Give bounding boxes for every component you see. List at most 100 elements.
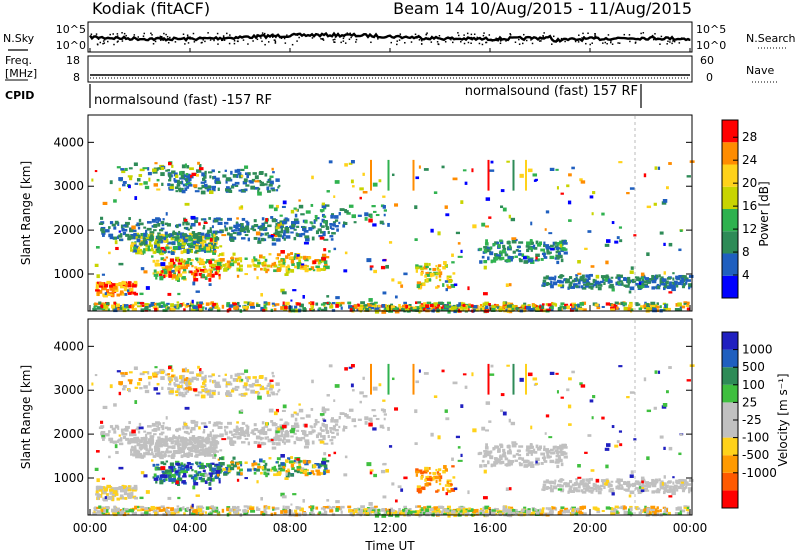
power-cell	[369, 267, 373, 271]
noise-search-dot	[585, 42, 587, 45]
power-cell	[177, 265, 181, 268]
velocity-cell	[177, 507, 180, 512]
velocity-cell	[203, 378, 207, 383]
power-cell	[176, 234, 179, 239]
power-cell	[290, 308, 296, 313]
noise-search-dot	[666, 43, 668, 45]
power-cell	[272, 171, 275, 174]
velocity-cell	[545, 507, 548, 510]
power-cell	[125, 284, 130, 288]
power-cell	[142, 250, 146, 254]
power-cell	[271, 237, 276, 242]
noise-search-dot	[514, 41, 517, 43]
velocity-cell	[223, 471, 228, 474]
power-cell	[245, 307, 249, 311]
velocity-cell	[93, 509, 98, 512]
power-cell	[326, 295, 330, 298]
velocity-cell	[527, 462, 530, 466]
power-cell	[161, 250, 165, 253]
noise-search-dot	[320, 37, 322, 40]
power-cell	[267, 224, 272, 228]
power-cell	[575, 308, 579, 312]
power-cell	[590, 286, 594, 290]
power-cell	[571, 304, 575, 308]
power-cell	[194, 237, 197, 241]
velocity-cell	[590, 490, 594, 494]
velocity-cell	[435, 479, 438, 484]
velocity-cell	[95, 485, 98, 490]
power-cell	[151, 247, 154, 250]
power-cell	[605, 260, 609, 265]
power-cell	[552, 302, 556, 306]
noise-search-dot	[237, 40, 239, 43]
velocity-cell	[157, 467, 162, 471]
power-cell	[435, 272, 441, 275]
power-cell	[140, 267, 145, 271]
noise-search-dot	[274, 42, 277, 44]
velocity-cell	[251, 462, 255, 467]
power-cell	[216, 308, 221, 312]
velocity-cell	[109, 491, 114, 495]
power-cell	[280, 306, 285, 310]
power-cell	[182, 221, 185, 226]
power-cell	[575, 276, 578, 280]
velocity-cell	[192, 478, 197, 483]
power-cell	[118, 230, 121, 233]
velocity-cell	[106, 493, 109, 496]
power-cell	[208, 260, 213, 265]
power-cell	[460, 249, 463, 254]
power-cell	[262, 256, 266, 259]
power-cell	[587, 276, 591, 281]
power-cell	[238, 189, 242, 192]
velocity-cell	[177, 469, 181, 472]
velocity-cell	[550, 484, 553, 489]
power-cell	[111, 293, 115, 298]
velocity-cell	[165, 450, 170, 454]
power-cell	[400, 284, 404, 288]
power-cell	[279, 220, 285, 224]
velocity-cell	[118, 486, 123, 490]
power-cell	[280, 264, 285, 268]
velocity-cell	[191, 468, 194, 472]
power-cell	[633, 234, 637, 237]
velocity-cell	[285, 439, 291, 443]
velocity-cell	[215, 463, 220, 466]
power-cell	[275, 303, 280, 306]
velocity-cell	[323, 435, 326, 438]
power-cell	[148, 308, 151, 312]
noise-search-dot	[497, 38, 500, 41]
noise-search-dot	[217, 43, 219, 45]
power-cell	[538, 308, 544, 312]
velocity-cell	[502, 505, 506, 509]
power-cell	[450, 284, 456, 288]
velocity-cell	[347, 505, 352, 509]
power-cell	[523, 260, 529, 264]
power-cell	[230, 238, 235, 242]
velocity-cell	[535, 457, 540, 462]
power-cell	[314, 214, 318, 219]
velocity-cell	[107, 512, 110, 516]
velocity-cell	[664, 485, 669, 489]
velocity-cell	[180, 378, 186, 383]
power-cell	[169, 258, 175, 263]
velocity-cell	[147, 452, 151, 456]
power-cell	[535, 253, 540, 258]
noise-search-dot	[113, 43, 115, 46]
power-cell	[651, 306, 657, 309]
velocity-cell	[653, 508, 658, 512]
power-cell	[198, 245, 201, 249]
power-cell	[237, 172, 242, 176]
velocity-cell	[214, 443, 217, 447]
power-cell	[382, 195, 386, 198]
velocity-cell	[130, 450, 133, 454]
power-cell	[549, 244, 554, 248]
power-cell	[581, 278, 586, 281]
power-cell	[599, 280, 604, 283]
velocity-cell	[331, 436, 336, 439]
velocity-cell	[610, 489, 615, 493]
power-cell	[203, 246, 207, 251]
noise-search-dot	[617, 42, 619, 44]
power-cell	[253, 256, 256, 259]
velocity-cell	[303, 469, 307, 474]
velocity-cell	[139, 443, 144, 447]
